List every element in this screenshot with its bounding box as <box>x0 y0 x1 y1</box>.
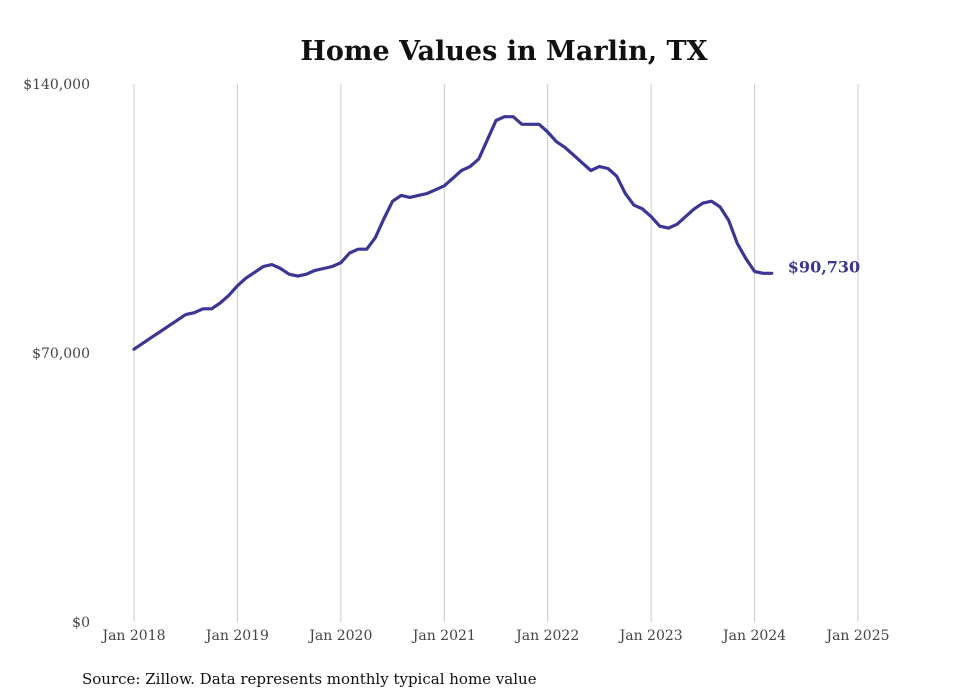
x-tick-label: Jan 2019 <box>204 628 269 644</box>
x-tick-label: Jan 2022 <box>514 628 579 644</box>
x-tick-label: Jan 2020 <box>307 628 372 644</box>
y-axis: $0 $70,000 $140,000 <box>23 77 90 631</box>
y-tick-label: $0 <box>72 615 90 631</box>
y-tick-label: $140,000 <box>23 77 90 93</box>
end-value-label: $90,730 <box>788 257 860 276</box>
y-tick-label: $70,000 <box>32 346 90 362</box>
gridlines <box>133 84 859 622</box>
source-note: Source: Zillow. Data represents monthly … <box>82 670 537 688</box>
chart-title: Home Values in Marlin, TX <box>300 36 707 67</box>
x-tick-label: Jan 2018 <box>100 628 165 644</box>
series-line-home-value <box>132 115 774 351</box>
x-tick-label: Jan 2023 <box>618 628 683 644</box>
x-tick-label: Jan 2024 <box>721 628 786 644</box>
x-axis: Jan 2018 Jan 2019 Jan 2020 Jan 2021 Jan 2022… <box>100 628 889 644</box>
x-tick-label: Jan 2025 <box>824 628 889 644</box>
x-tick-label: Jan 2021 <box>411 628 476 644</box>
